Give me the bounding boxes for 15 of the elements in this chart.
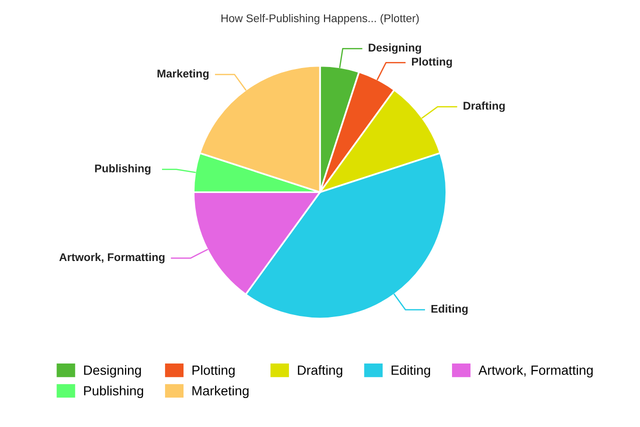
slice-label: Designing <box>368 43 421 54</box>
legend-label: Drafting <box>298 365 342 378</box>
slice-label: Publishing <box>95 164 150 175</box>
chart-title: How Self-Publishing Happens... (Plotter) <box>221 14 419 24</box>
slice-label: Marketing <box>158 69 209 80</box>
legend-label: Publishing <box>84 386 144 398</box>
slice-label: Plotting <box>412 57 452 68</box>
slice-label: Artwork, Formatting <box>59 252 164 264</box>
legend-label: Artwork, Formatting <box>478 365 593 378</box>
legend-label: Editing <box>392 365 430 378</box>
legend-label: Plotting <box>192 365 235 378</box>
legend-label: Marketing <box>192 386 249 398</box>
slice-label: Editing <box>431 304 468 315</box>
slice-label: Drafting <box>464 102 505 112</box>
legend-label: Designing <box>84 365 141 378</box>
